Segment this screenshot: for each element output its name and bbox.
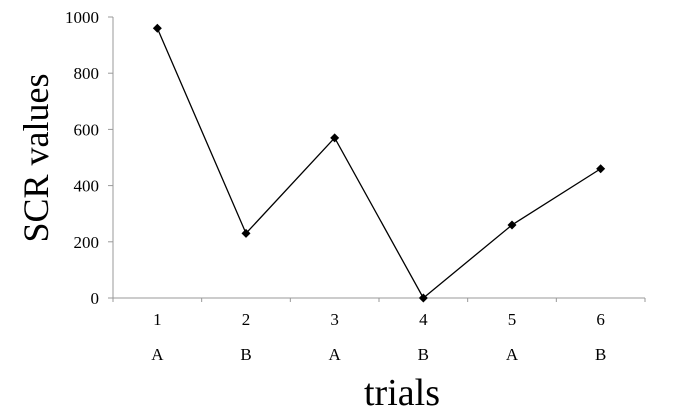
y-tick-label: 1000 (65, 8, 99, 27)
x-tick-label: 1 (153, 310, 162, 329)
y-tick-label: 200 (74, 233, 100, 252)
data-point (507, 220, 517, 230)
x-tick-sublabel: B (595, 345, 606, 364)
x-axis-ticks: 1 A 2 B 3 A 4 B 5 A 6 B (112, 298, 646, 364)
x-tick-sublabel: B (418, 345, 429, 364)
x-tick-label: 4 (419, 310, 428, 329)
x-axis-title: trials (364, 372, 440, 414)
data-point (152, 23, 162, 33)
series-line (156, 27, 602, 299)
x-tick-sublabel: A (151, 345, 164, 364)
x-tick-label: 6 (596, 310, 605, 329)
data-point (596, 164, 606, 174)
x-tick-label: 3 (330, 310, 339, 329)
x-tick-sublabel: A (329, 345, 342, 364)
y-tick-label: 400 (74, 177, 100, 196)
data-point (330, 133, 340, 143)
data-point (418, 293, 428, 303)
x-tick-sublabel: B (240, 345, 251, 364)
x-tick-sublabel: A (506, 345, 519, 364)
y-axis-title: SCR values (16, 73, 56, 242)
x-tick-label: 2 (242, 310, 251, 329)
y-tick-label: 800 (74, 64, 100, 83)
axes (112, 17, 645, 299)
y-axis-ticks: 0 200 400 600 800 1000 (65, 8, 113, 308)
y-tick-label: 600 (74, 120, 100, 139)
x-tick-label: 5 (508, 310, 517, 329)
data-point (241, 228, 251, 238)
series-layer (152, 23, 606, 303)
y-tick-label: 0 (91, 289, 100, 308)
